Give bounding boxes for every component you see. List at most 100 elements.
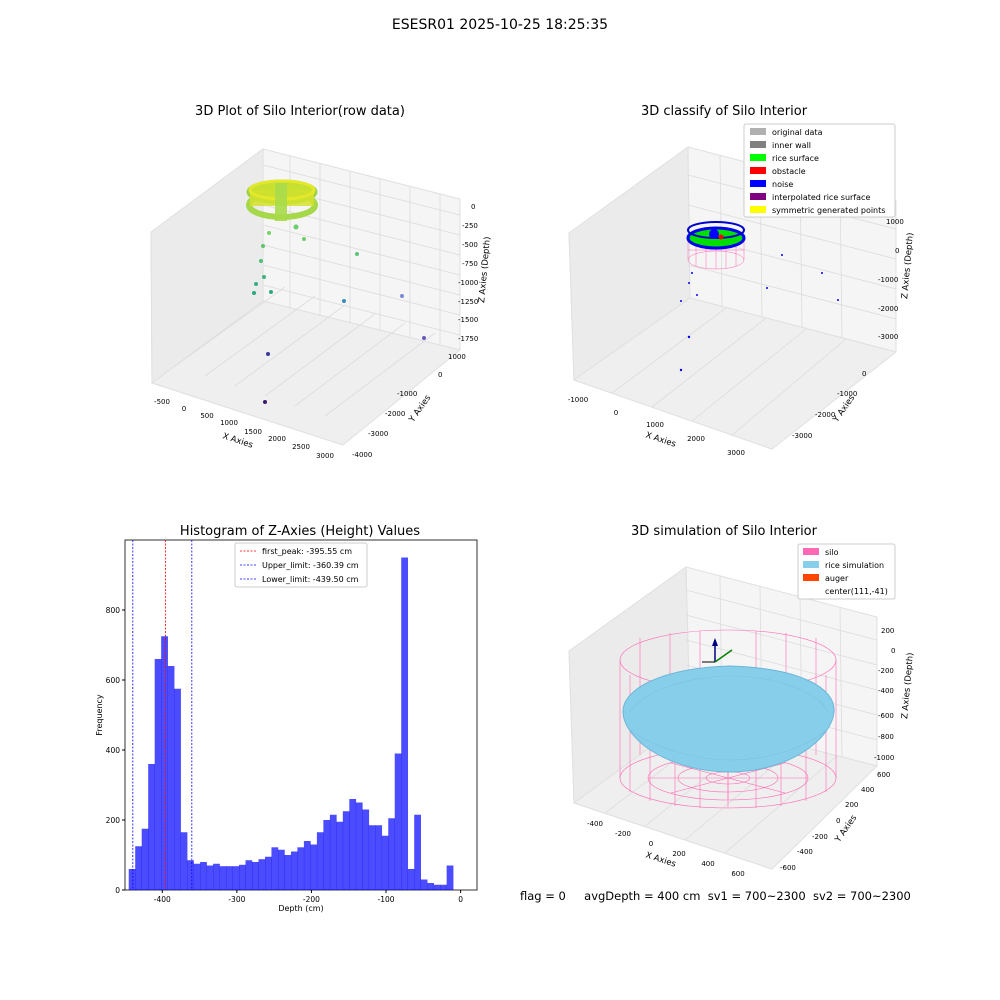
legend-label: inner wall xyxy=(772,141,811,150)
histogram-legend: first_peak: -395.55 cm Upper_limit: -360… xyxy=(234,542,368,588)
classify-3d-axes xyxy=(568,146,898,450)
raw-x-tick: 2500 xyxy=(292,443,310,451)
legend-swatch-rice-simulation xyxy=(803,561,819,568)
raw-x-ticks: -500 0 500 1000 1500 2000 2500 3000 xyxy=(154,398,334,460)
histogram-bar xyxy=(154,659,162,890)
simulation-y-tick: -600 xyxy=(780,864,796,872)
legend-swatch-interpolated xyxy=(750,193,766,200)
histogram-y-tick-label: 200 xyxy=(106,816,121,825)
histogram-bar xyxy=(355,802,363,890)
simulation-y-tick: 400 xyxy=(861,786,874,794)
legend-label: interpolated rice surface xyxy=(772,193,870,202)
raw-x-tick: -500 xyxy=(154,398,170,406)
histogram-y-label: Frequency xyxy=(95,694,104,736)
legend-label: rice simulation xyxy=(825,561,884,570)
raw-z-tick: -500 xyxy=(462,241,478,249)
sv1-text: sv1 = 700~2300 xyxy=(707,889,806,903)
raw-z-tick: -1000 xyxy=(458,279,478,287)
simulation-x-tick: -200 xyxy=(615,830,631,838)
raw-y-ticks: 1000 0 -1000 -2000 -3000 -4000 xyxy=(352,353,466,459)
simulation-y-ticks: 600 400 200 0 -200 -400 -600 xyxy=(780,771,890,872)
simulation-plot-title: 3D simulation of Silo Interior xyxy=(631,524,817,539)
classify-legend: original data inner wall rice surface ob… xyxy=(743,123,896,218)
histogram-bar xyxy=(161,636,168,890)
raw-x-tick: 500 xyxy=(200,412,213,420)
legend-label: symmetric generated points xyxy=(772,206,885,215)
histogram-bar xyxy=(297,847,305,890)
histogram-bar xyxy=(316,832,324,890)
classify-x-ticks: -1000 0 1000 2000 3000 xyxy=(568,396,745,457)
histogram-bar xyxy=(394,753,402,890)
raw-y-tick: 0 xyxy=(438,371,442,379)
legend-swatch-original-data xyxy=(750,128,766,135)
histogram-bar xyxy=(303,841,311,890)
legend-label: silo xyxy=(825,548,839,557)
classify-y-tick: -2000 xyxy=(815,411,835,419)
sv2-text: sv2 = 700~2300 xyxy=(812,889,911,903)
classify-x-tick: 2000 xyxy=(687,435,705,443)
simulation-x-tick: 200 xyxy=(672,850,685,858)
legend-label: Lower_limit: -439.50 cm xyxy=(262,575,359,584)
histogram-bar xyxy=(310,844,318,890)
histogram-bar xyxy=(245,860,253,890)
histogram-bar xyxy=(349,799,357,890)
raw-y-tick: -4000 xyxy=(352,451,372,459)
histogram-bar xyxy=(226,866,233,890)
legend-label: noise xyxy=(772,180,793,189)
raw-x-tick: 0 xyxy=(182,405,186,413)
classify-y-tick: -1000 xyxy=(837,390,857,398)
legend-label: auger xyxy=(825,574,849,583)
histogram-bar xyxy=(381,835,389,890)
simulation-z-tick: -200 xyxy=(878,667,894,675)
histogram-y-ticks: 0 200 400 600 800 xyxy=(106,606,125,895)
simulation-z-tick: -800 xyxy=(878,733,894,741)
simulation-y-tick: 0 xyxy=(836,817,840,825)
simulation-z-tick: -1000 xyxy=(874,754,894,762)
flag-text: flag = 0 xyxy=(520,889,566,903)
status-footer: flag = 0 avgDepth = 400 cm sv1 = 700~230… xyxy=(520,889,911,903)
simulation-x-tick: 400 xyxy=(701,860,714,868)
classify-plot-title: 3D classify of Silo Interior xyxy=(640,104,808,119)
histogram-x-label: Depth (cm) xyxy=(278,904,323,913)
classify-z-tick: -2000 xyxy=(878,305,898,313)
classify-x-tick: 1000 xyxy=(646,421,664,429)
histogram-bar xyxy=(407,869,415,890)
legend-label: center(111,-41) xyxy=(825,587,888,596)
simulation-x-ticks: -400 -200 0 200 400 600 xyxy=(587,820,745,878)
classify-x-tick: 0 xyxy=(614,409,618,417)
histogram-bar xyxy=(329,814,337,890)
raw-point-cloud xyxy=(246,179,426,404)
histogram-y-tick-label: 0 xyxy=(115,886,120,895)
classify-x-label: X Axies xyxy=(644,430,677,449)
legend-swatch-silo xyxy=(803,548,819,555)
simulation-z-tick: 200 xyxy=(881,627,894,635)
histogram-bar xyxy=(206,865,214,890)
histogram-bar xyxy=(135,846,143,890)
histogram-bar xyxy=(414,814,421,890)
legend-label: rice surface xyxy=(772,154,819,163)
histogram-bar xyxy=(187,860,194,890)
histogram-bar xyxy=(427,883,434,890)
legend-label: original data xyxy=(772,128,823,137)
simulation-y-tick: 200 xyxy=(845,801,858,809)
histogram-bar xyxy=(336,821,344,890)
classify-z-tick: -1000 xyxy=(878,276,898,284)
histogram-bar xyxy=(128,869,136,890)
legend-swatch-symmetric xyxy=(750,206,766,213)
histogram-bar xyxy=(200,862,207,890)
raw-y-tick: -1000 xyxy=(397,390,417,398)
classify-y-ticks: 0 -1000 -2000 -3000 xyxy=(792,370,866,440)
simulation-auger xyxy=(702,638,733,663)
simulation-z-ticks: 200 0 -200 -400 -600 -800 -1000 xyxy=(874,627,895,762)
legend-label: first_peak: -395.55 cm xyxy=(262,547,352,556)
simulation-z-tick: 0 xyxy=(891,647,895,655)
classify-y-tick: 0 xyxy=(862,370,866,378)
histogram-bar xyxy=(290,851,298,890)
histogram-bar xyxy=(388,818,396,890)
histogram-bar xyxy=(420,879,428,890)
simulation-y-tick: 600 xyxy=(877,771,890,779)
legend-swatch-auger xyxy=(803,574,819,581)
legend-swatch-rice-surface xyxy=(750,154,766,161)
legend-swatch-inner-wall xyxy=(750,141,766,148)
